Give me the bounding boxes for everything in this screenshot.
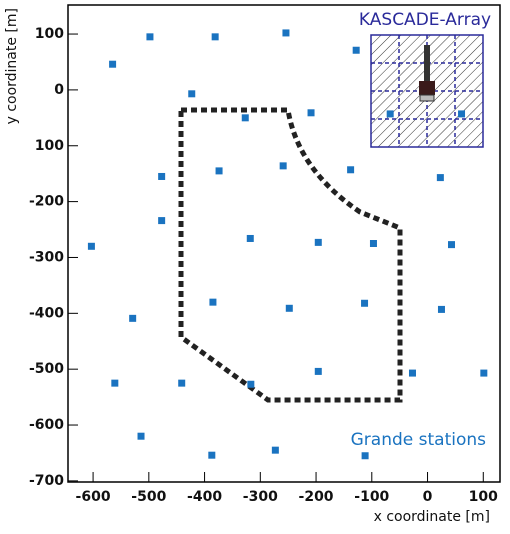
station [448, 241, 456, 249]
station [129, 314, 137, 322]
station [436, 174, 444, 182]
station [215, 167, 223, 175]
station [146, 33, 154, 41]
region-outline [178, 107, 403, 403]
plot-frame [67, 4, 501, 483]
x-tick-label: -300 [243, 489, 278, 505]
station [178, 379, 186, 387]
y-tick-label: 0 [54, 82, 64, 98]
station [87, 242, 95, 250]
station [209, 298, 217, 306]
station [271, 446, 279, 454]
x-axis-label: x coordinate [m] [374, 509, 490, 525]
x-tick-label: -400 [187, 489, 222, 505]
kascade-inset [370, 34, 484, 148]
station [241, 114, 249, 122]
station [314, 238, 322, 246]
station [246, 234, 254, 242]
station [408, 369, 416, 377]
inset-center [419, 81, 435, 95]
inset-base [419, 94, 435, 102]
station [386, 110, 394, 118]
station [361, 299, 369, 307]
x-tick-label: 0 [423, 489, 433, 505]
y-axis-label: y coordinate [m] [4, 8, 20, 124]
station [279, 162, 287, 170]
y-tick-label: 100 [35, 138, 64, 154]
station [158, 217, 166, 225]
station [211, 33, 219, 41]
y-tick-label: -500 [29, 361, 64, 377]
y-tick-label: 100 [35, 26, 64, 42]
y-tick-label: -400 [29, 305, 64, 321]
y-tick-label: -300 [29, 249, 64, 265]
x-tick-label: -500 [131, 489, 166, 505]
annotation: KASCADE-Array [359, 10, 491, 30]
inset-detector [424, 45, 430, 81]
station [458, 110, 466, 118]
station [314, 367, 322, 375]
y-tick-label: -600 [29, 417, 64, 433]
station [437, 305, 445, 313]
station [208, 451, 216, 459]
station [307, 109, 315, 117]
station [247, 380, 255, 388]
station [188, 90, 196, 98]
station [282, 29, 290, 37]
x-tick-label: 100 [469, 489, 498, 505]
station [369, 240, 377, 247]
station [361, 452, 369, 460]
x-tick-label: -600 [76, 489, 111, 505]
station [347, 166, 355, 174]
x-tick-label: -100 [354, 489, 389, 505]
station [352, 46, 360, 54]
station [137, 432, 145, 440]
legend-entry: Grande stations [351, 430, 487, 450]
station [285, 304, 293, 312]
station [158, 172, 166, 180]
x-tick-label: -200 [299, 489, 334, 505]
station [480, 369, 488, 377]
station [111, 379, 119, 387]
y-tick-label: -700 [29, 473, 64, 489]
y-tick-label: -200 [29, 194, 64, 210]
station [109, 60, 117, 68]
